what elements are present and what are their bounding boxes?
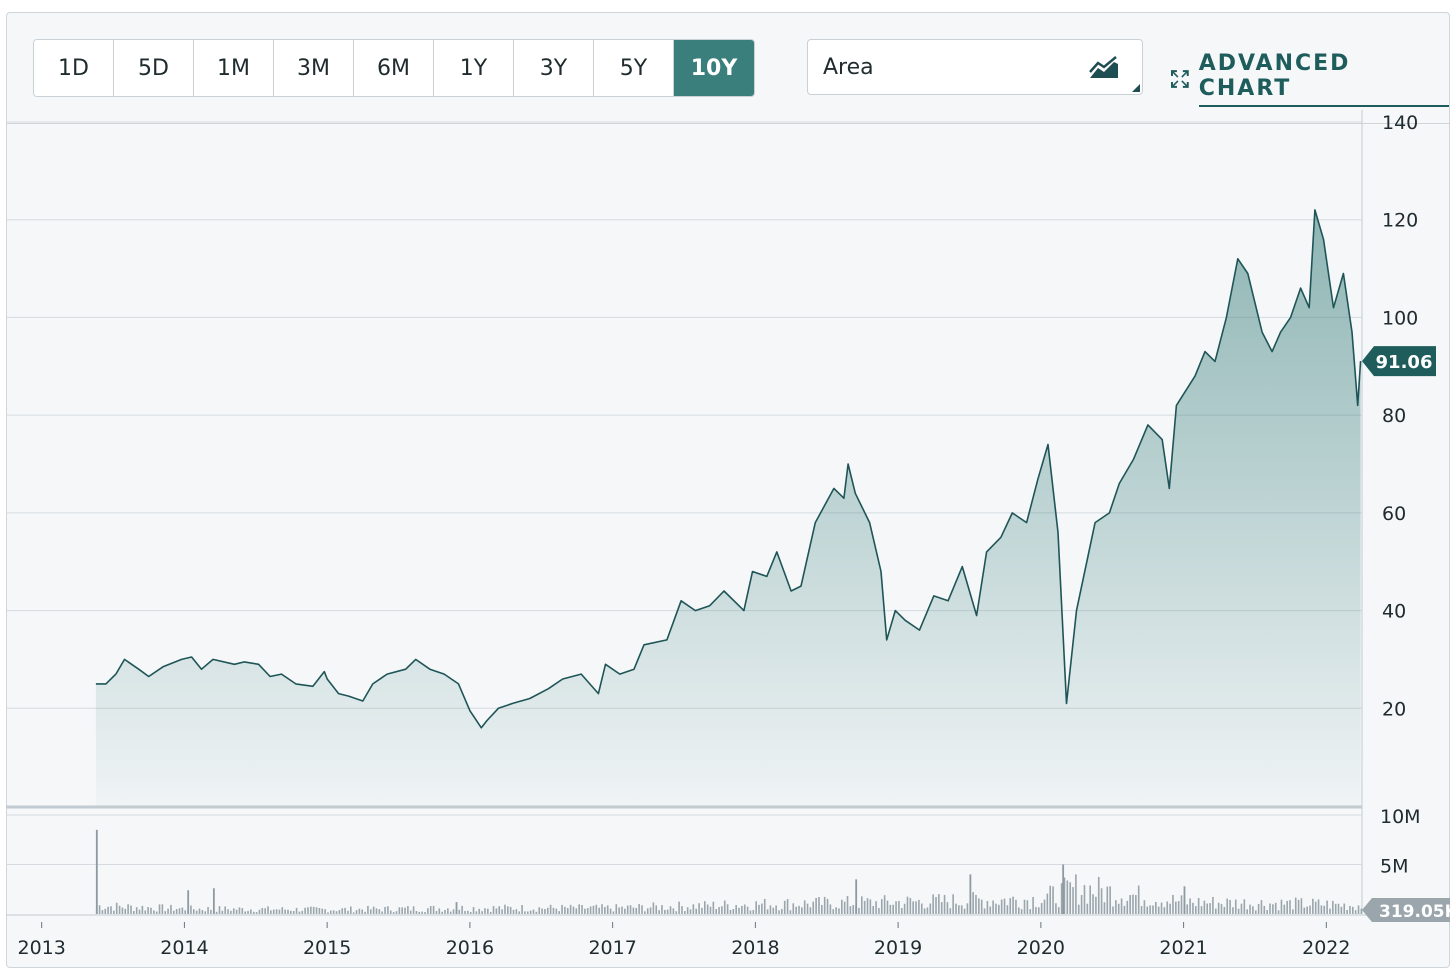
chart-type-value: Area (823, 54, 874, 80)
chart-toolbar: 1D 5D 1M 3M 6M 1Y 3Y 5Y 10Y Area ADVANCE… (7, 13, 1449, 124)
range-button-1y[interactable]: 1Y (434, 40, 514, 96)
advanced-chart-link[interactable]: ADVANCED CHART (1171, 51, 1449, 107)
range-button-10y[interactable]: 10Y (674, 40, 754, 96)
range-selector: 1D 5D 1M 3M 6M 1Y 3Y 5Y 10Y (33, 39, 755, 97)
expand-icon (1171, 70, 1189, 88)
range-button-3y[interactable]: 3Y (514, 40, 594, 96)
area-chart-icon (1089, 56, 1118, 78)
chart-widget: 1D 5D 1M 3M 6M 1Y 3Y 5Y 10Y Area ADVANCE… (6, 12, 1450, 968)
range-button-5y[interactable]: 5Y (594, 40, 674, 96)
range-button-1d[interactable]: 1D (34, 40, 114, 96)
range-button-6m[interactable]: 6M (354, 40, 434, 96)
chart-type-select[interactable]: Area (807, 39, 1143, 95)
range-button-1m[interactable]: 1M (194, 40, 274, 96)
range-button-3m[interactable]: 3M (274, 40, 354, 96)
advanced-chart-label: ADVANCED CHART (1198, 51, 1449, 107)
range-button-5d[interactable]: 5D (114, 40, 194, 96)
dropdown-corner-icon (1132, 84, 1140, 92)
